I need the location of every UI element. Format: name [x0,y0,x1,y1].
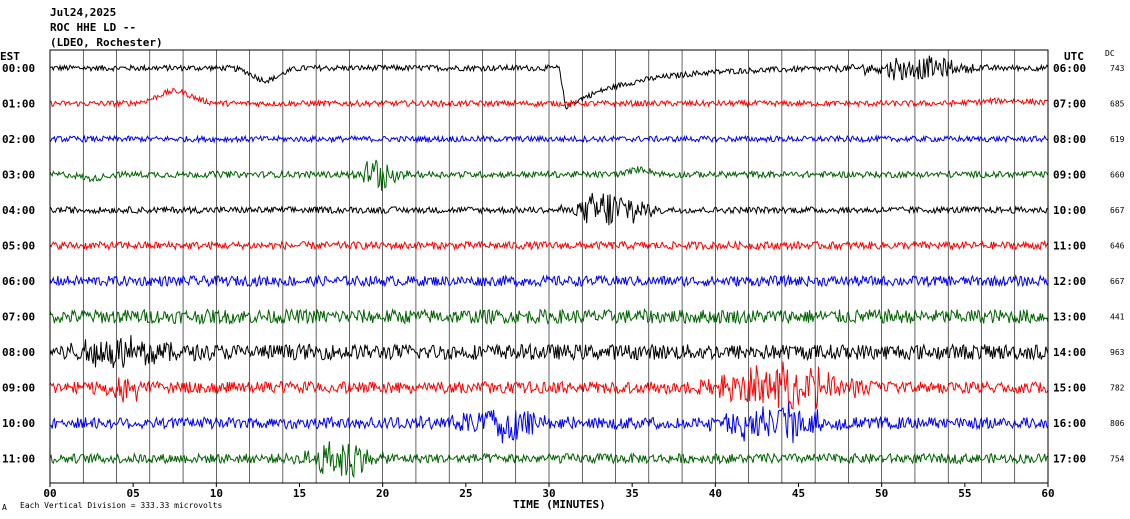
left-timezone-label: EST [0,50,20,63]
utc-hour-label: 08:00 [1053,133,1086,146]
utc-hour-label: 06:00 [1053,62,1086,75]
dc-header-label: DC [1105,49,1115,58]
x-axis-title: TIME (MINUTES) [513,498,606,511]
title-station: ROC HHE LD -- [50,21,136,34]
dc-offset-label: 660 [1110,171,1125,180]
est-hour-label: 00:00 [2,62,35,75]
x-tick-label: 05 [127,487,140,500]
utc-hour-label: 13:00 [1053,311,1086,324]
est-hour-label: 07:00 [2,311,35,324]
row-labels: 00:00 06:00 743 01:00 07:00 685 02:00 08:00 619 0… [2,62,1125,466]
x-tick-label: 60 [1041,487,1054,500]
plot-frame [49,49,1049,484]
x-tick-label: 45 [792,487,805,500]
x-tick-label: 15 [293,487,306,500]
trace-line [49,159,1049,191]
utc-hour-label: 15:00 [1053,382,1086,395]
x-axis-ticks: 00 05 10 15 20 25 30 35 40 45 50 55 60 [43,483,1055,500]
trace-line [49,361,1049,410]
x-tick-label: 35 [626,487,639,500]
time-grid [82,50,1016,483]
utc-hour-label: 10:00 [1053,204,1086,217]
trace-line [49,239,1049,252]
trace-line [49,134,1049,144]
x-tick-label: 40 [709,487,722,500]
x-tick-label: 10 [210,487,223,500]
utc-hour-label: 14:00 [1053,346,1086,359]
x-tick-label: 50 [875,487,888,500]
utc-hour-label: 09:00 [1053,169,1086,182]
trace-line [49,441,1049,479]
trace-line [49,274,1049,288]
utc-hour-label: 16:00 [1053,417,1086,430]
seismic-traces [49,55,1049,479]
est-hour-label: 06:00 [2,275,35,288]
dc-offset-label: 619 [1110,135,1125,144]
est-hour-label: 02:00 [2,133,35,146]
dc-offset-label: 806 [1110,419,1125,428]
trace-line [49,307,1049,326]
title-date: Jul24,2025 [50,6,116,19]
utc-hour-label: 07:00 [1053,98,1086,111]
utc-hour-label: 17:00 [1053,453,1086,466]
est-hour-label: 03:00 [2,169,35,182]
est-hour-label: 09:00 [2,382,35,395]
est-hour-label: 11:00 [2,453,35,466]
est-hour-label: 05:00 [2,240,35,253]
x-tick-label: 30 [542,487,555,500]
est-hour-label: 10:00 [2,417,35,430]
dc-offset-label: 743 [1110,64,1125,73]
dc-offset-label: 754 [1110,455,1125,464]
x-tick-label: 00 [43,487,56,500]
trace-line [49,55,1049,110]
dc-offset-label: 441 [1110,313,1125,322]
trace-line [49,192,1049,226]
est-hour-label: 01:00 [2,98,35,111]
dc-offset-label: 667 [1110,277,1125,286]
x-tick-label: 55 [958,487,971,500]
footer-scale-note: Each Vertical Division = 333.33 microvol… [20,501,222,510]
trace-line [49,87,1049,109]
est-hour-label: 08:00 [2,346,35,359]
est-hour-label: 04:00 [2,204,35,217]
dc-offset-label: 685 [1110,100,1125,109]
trace-line [49,402,1049,444]
x-tick-label: 25 [459,487,472,500]
dc-offset-label: 667 [1110,206,1125,215]
dc-offset-label: 782 [1110,384,1125,393]
x-tick-label: 20 [376,487,389,500]
utc-hour-label: 11:00 [1053,240,1086,253]
footer-mark: A [2,503,7,512]
dc-offset-label: 646 [1110,242,1125,251]
dc-offset-label: 963 [1110,348,1125,357]
trace-line [49,335,1049,368]
right-timezone-label: UTC [1064,50,1084,63]
utc-hour-label: 12:00 [1053,275,1086,288]
title-network: (LDEO, Rochester) [50,36,163,49]
